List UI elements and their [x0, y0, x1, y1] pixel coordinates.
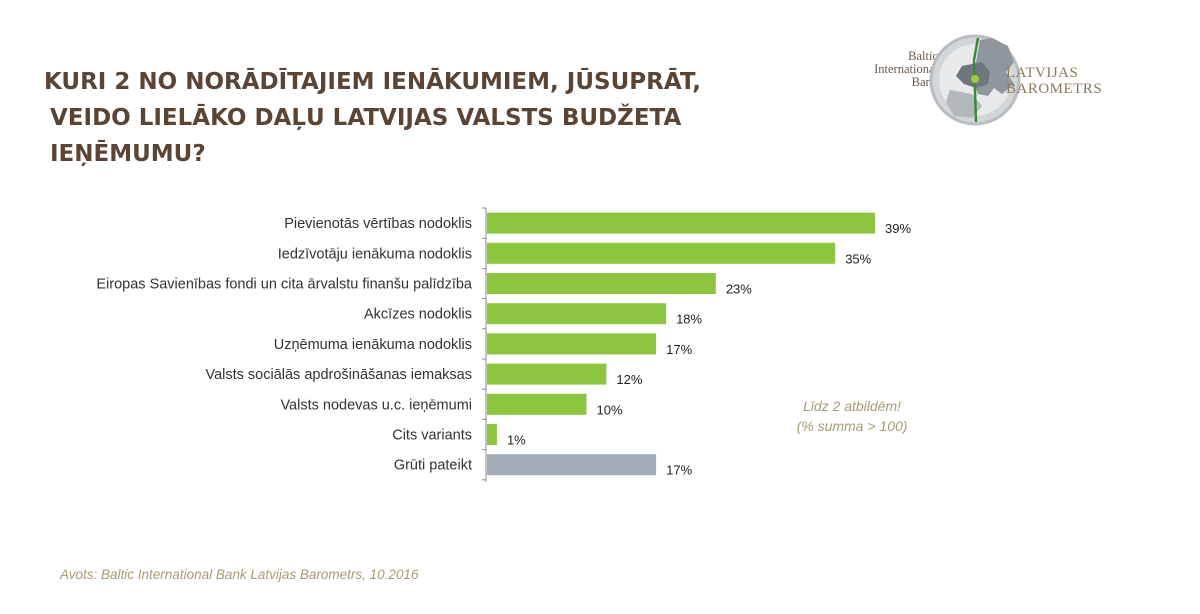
- bar: [487, 454, 657, 476]
- value-label: 18%: [676, 312, 702, 327]
- latvijas-barometrs-logo: Baltic International Bank LATVIJAS BAROM…: [858, 32, 1108, 132]
- value-label: 35%: [845, 251, 871, 266]
- bar: [487, 242, 836, 264]
- category-label: Cits variants: [392, 428, 472, 444]
- category-label: Valsts nodevas u.c. ieņēmumi: [280, 397, 472, 413]
- source-text: Avots: Baltic International Bank Latvija…: [60, 567, 419, 582]
- bar: [487, 363, 607, 385]
- value-label: 12%: [616, 372, 642, 387]
- value-label: 23%: [726, 282, 752, 297]
- bar: [487, 333, 657, 355]
- globe-icon: [929, 34, 1021, 126]
- bar: [487, 273, 716, 294]
- value-label: 17%: [666, 342, 692, 357]
- value-label: 17%: [666, 463, 692, 478]
- category-label: Uzņēmuma ienākuma nodoklis: [274, 337, 472, 353]
- value-label: 1%: [507, 433, 526, 448]
- chart-title: KURI 2 NO NORĀDĪTAJIEM IENĀKUMIEM, JŪSUP…: [0, 64, 840, 172]
- value-label: 39%: [885, 221, 911, 236]
- value-label: 10%: [596, 402, 622, 417]
- note-line-2: (% summa > 100): [796, 418, 908, 434]
- note-line-1: Līdz 2 atbildēm!: [802, 398, 902, 414]
- category-label: Iedzīvotāju ienākuma nodoklis: [278, 246, 472, 262]
- bar: [487, 212, 875, 234]
- category-label: Akcīzes nodoklis: [364, 307, 472, 323]
- answer-note: Līdz 2 atbildēm! (% summa > 100): [762, 396, 942, 436]
- category-label: Grūti pateikt: [394, 458, 472, 474]
- category-label: Valsts sociālās apdrošināšanas iemaksas: [205, 367, 472, 383]
- barometer-name: LATVIJAS BAROMETRS: [1006, 65, 1103, 97]
- bar: [487, 303, 667, 325]
- bar: [487, 393, 587, 415]
- category-label: Pievienotās vērtības nodoklis: [284, 216, 472, 232]
- title-line-1: KURI 2 NO NORĀDĪTAJIEM IENĀKUMIEM, JŪSUP…: [44, 69, 701, 95]
- title-line-2: VEIDO LIELĀKO DAĻU LATVIJAS VALSTS BUDŽE…: [50, 105, 682, 167]
- bar: [487, 424, 497, 445]
- category-label: Eiropas Savienības fondi un cita ārvalst…: [96, 277, 473, 293]
